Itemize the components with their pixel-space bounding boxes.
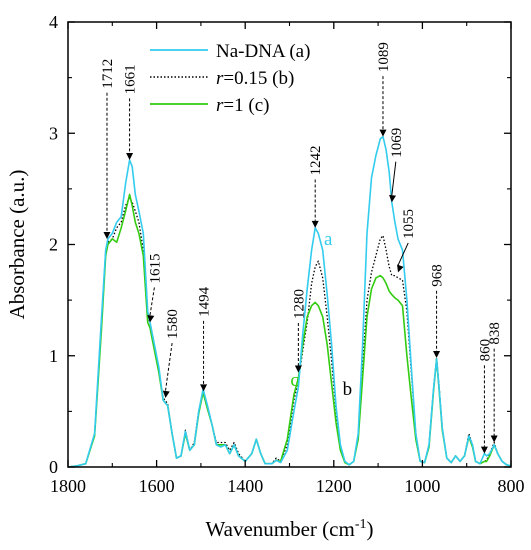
annotation-arrow-head — [311, 220, 319, 228]
annotation-label: 860 — [477, 339, 493, 362]
legend-label-text: Na-DNA (a) — [216, 41, 310, 62]
x-tick-label: 1600 — [139, 476, 175, 496]
tick-layer: 1800 1600 1400 1200 1000 800 0 1 2 3 4 — [49, 12, 525, 496]
annotation-label: 1069 — [389, 128, 405, 158]
annotation-arrow-head — [379, 129, 387, 137]
x-tick-label: 1800 — [50, 476, 86, 496]
annotation-label: 1712 — [100, 59, 116, 89]
x-tick-label: 800 — [498, 476, 525, 496]
legend-label-italic: r — [216, 95, 224, 116]
annotation-label: 1615 — [147, 253, 163, 283]
annotation-arrow-head — [147, 314, 155, 323]
annotation-arrow-head — [433, 350, 441, 358]
y-tick-label: 3 — [49, 123, 58, 143]
annotation-arrow-line — [149, 287, 155, 316]
annotation-arrow-head — [162, 390, 170, 399]
annotation-label: 1055 — [401, 209, 417, 239]
y-tick-label: 1 — [49, 346, 58, 366]
legend-label: Na-DNA (a) — [216, 41, 310, 62]
x-axis-title-close: ) — [367, 517, 374, 541]
annotation-label: 1580 — [165, 309, 181, 339]
annotation-arrow-line — [164, 342, 173, 392]
annotation-arrow-line — [397, 242, 409, 266]
x-tick-label: 1400 — [227, 476, 263, 496]
annotation-arrow-head — [490, 435, 498, 443]
y-tick-label: 4 — [49, 12, 58, 32]
annotation-arrow-head — [389, 194, 397, 203]
annotation-arrow-head — [480, 446, 488, 454]
annotation-arrow-head — [126, 152, 134, 160]
annotation-label: 1242 — [308, 146, 324, 176]
annotation-arrow-head — [200, 384, 208, 392]
legend: Na-DNA (a)r=0.15 (b)r=1 (c) — [150, 41, 310, 116]
x-axis-title-sup: -1 — [355, 517, 367, 532]
x-tick-label: 1000 — [404, 476, 440, 496]
x-axis-title: Wavenumber (cm-1) — [206, 517, 374, 541]
curve-label: b — [343, 379, 353, 400]
annotation-label: 1280 — [291, 289, 307, 319]
annotation-arrow-line — [391, 161, 397, 196]
annotation-layer: 1712 1661 1615 1580 1494 1280 1242 1089 1069 1055… — [100, 42, 503, 454]
legend-label-text: =1 (c) — [223, 95, 269, 116]
x-axis-title-main: Wavenumber (cm — [206, 517, 355, 541]
series-line-2 — [67, 193, 512, 468]
annotation-label: 1661 — [123, 64, 139, 94]
curve-label: a — [324, 229, 333, 250]
y-axis-title: Absorbance (a.u.) — [5, 170, 29, 320]
annotation-arrow-head — [397, 264, 404, 273]
y-tick-label: 2 — [49, 235, 58, 255]
series-line-0 — [67, 135, 512, 468]
legend-label: r=0.15 (b) — [216, 68, 294, 89]
legend-label-text: =0.15 (b) — [223, 68, 294, 89]
annotation-label: 838 — [487, 322, 503, 345]
legend-label-italic: r — [216, 68, 224, 89]
annotation-label: 1494 — [197, 286, 213, 317]
x-tick-label: 1200 — [316, 476, 352, 496]
legend-label: r=1 (c) — [216, 95, 269, 116]
annotation-label: 1089 — [376, 42, 392, 72]
annotation-arrow-head — [103, 231, 111, 239]
y-tick-label: 0 — [49, 457, 58, 477]
annotation-label: 968 — [430, 264, 446, 287]
annotation-arrow-head — [294, 365, 302, 373]
series-layer — [67, 135, 512, 468]
curve-label: c — [290, 370, 298, 391]
